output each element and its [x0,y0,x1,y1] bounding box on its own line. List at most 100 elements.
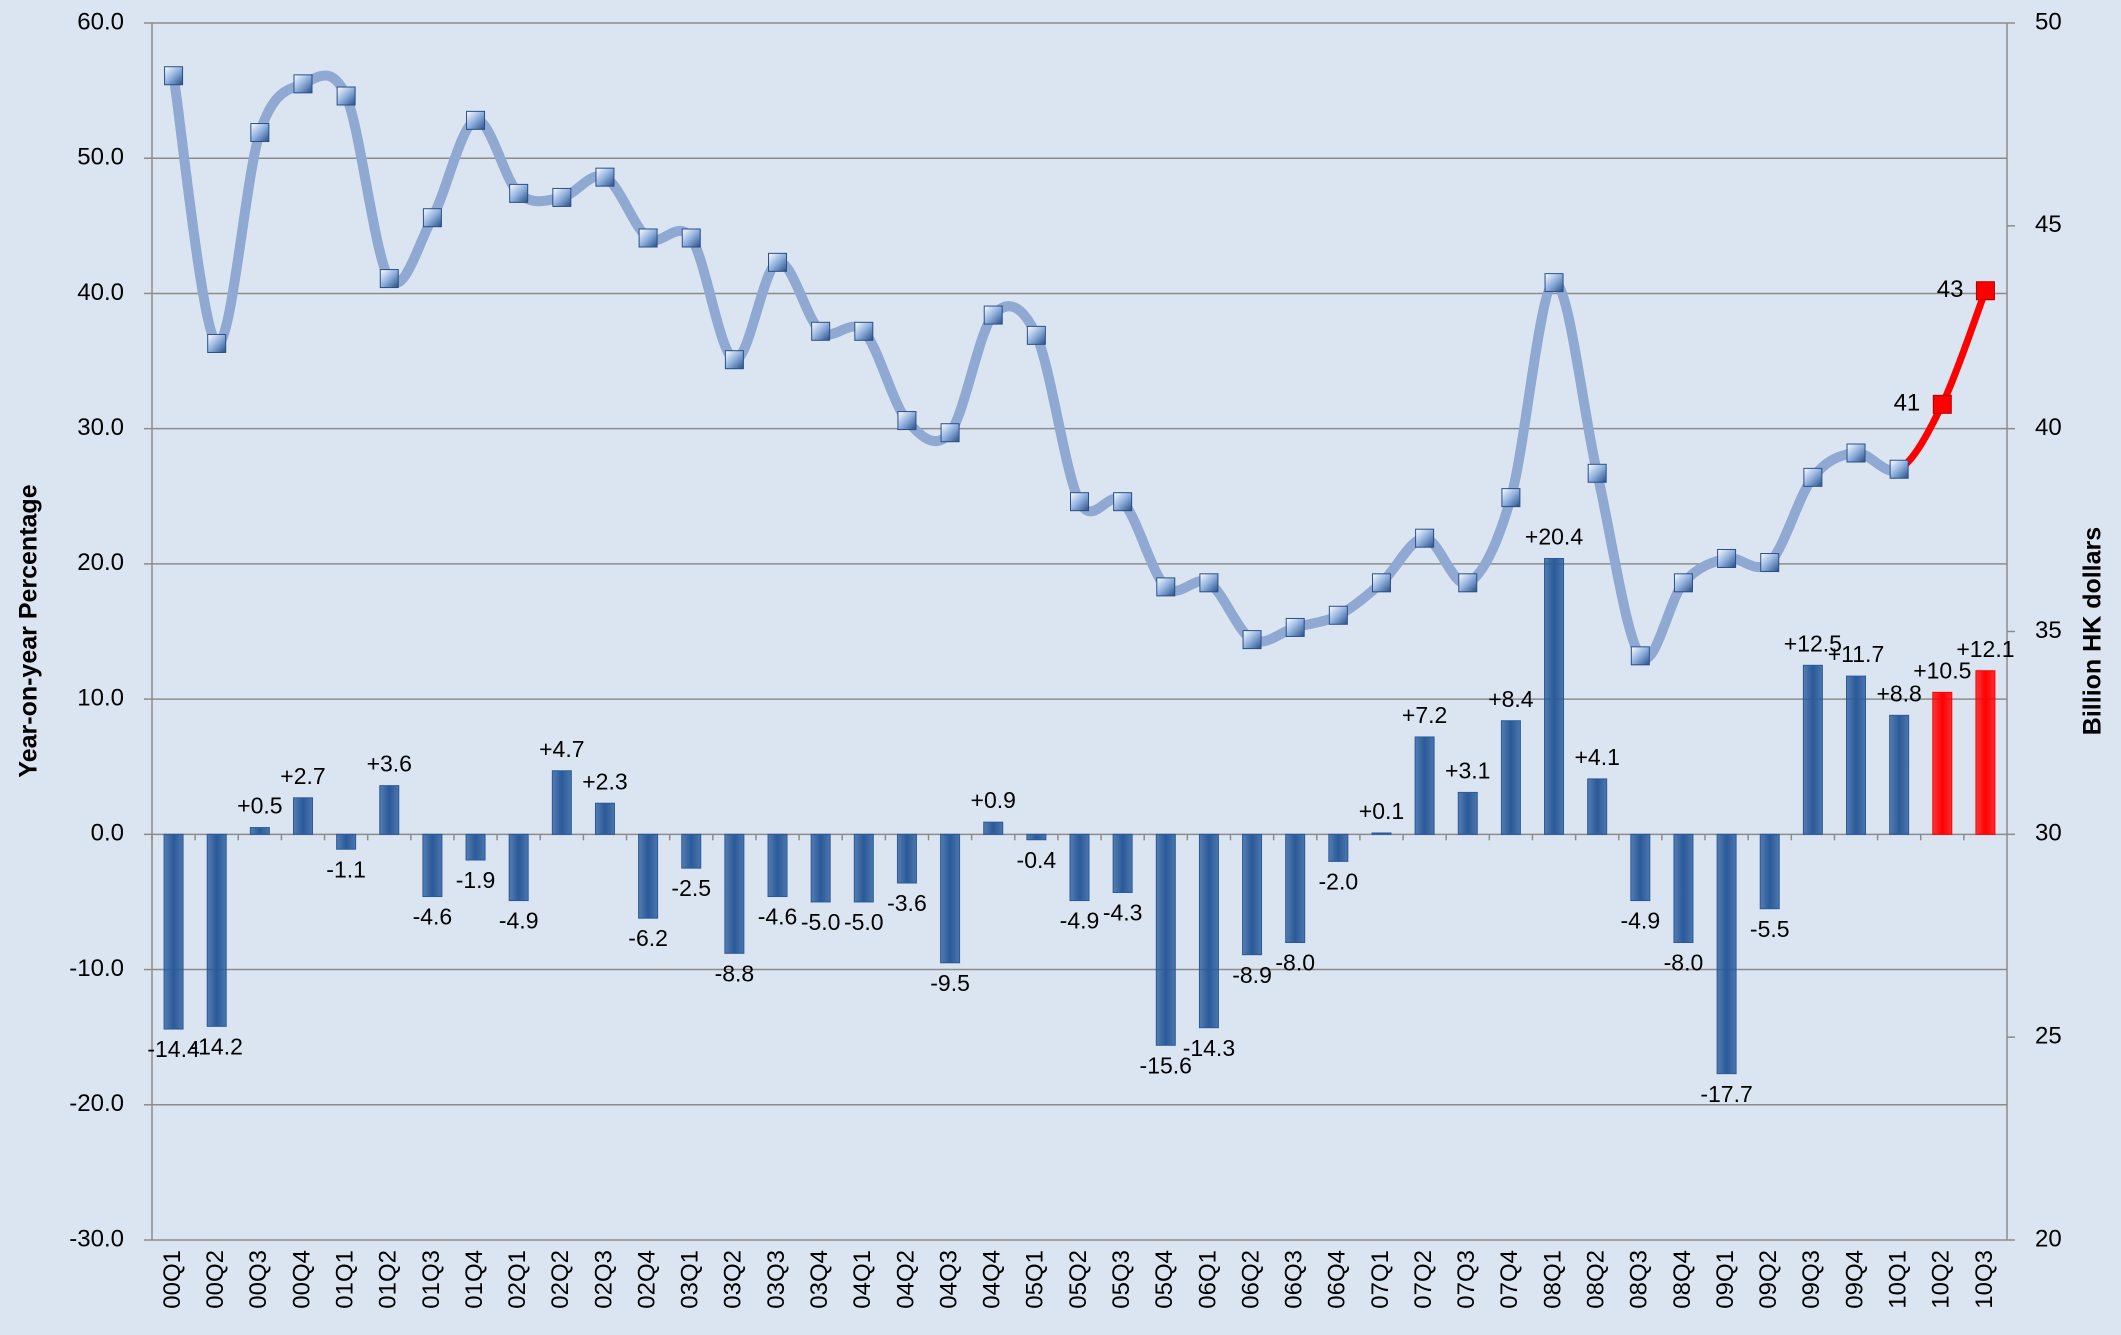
bar-value-label: -17.7 [1700,1081,1752,1107]
bar-value-label: +20.4 [1525,524,1583,550]
bar [681,833,702,869]
bar [379,785,400,835]
x-tick-label: 03Q3 [763,1250,790,1309]
y2-tick-label: 30 [2035,820,2062,847]
line-marker [422,208,442,228]
line-marker [1371,573,1391,593]
x-tick-label: 00Q1 [159,1250,186,1309]
bar-value-label: +2.3 [582,768,627,794]
bar [940,833,961,964]
bar-value-label: -4.9 [1620,908,1660,934]
line-marker [250,123,270,143]
x-tick-label: 01Q3 [418,1250,445,1309]
bar [1457,791,1478,835]
bar [1285,833,1306,944]
bar [336,833,357,850]
y-tick-label: 0.0 [91,820,124,847]
x-tick-label: 07Q2 [1410,1250,1437,1309]
bar-value-label: -1.9 [456,867,496,893]
line-marker [768,252,788,272]
x-tick-label: 01Q2 [375,1250,402,1309]
bar-value-label: -4.6 [413,904,453,930]
line-marker [724,350,744,370]
bar [551,770,572,835]
bar [896,833,917,884]
line-marker [1803,467,1823,487]
y-tick-label: 40.0 [77,279,124,306]
bar [638,833,659,919]
y2-tick-label: 45 [2035,211,2062,238]
line-marker [1458,573,1478,593]
x-tick-label: 04Q4 [979,1250,1006,1309]
x-tick-label: 09Q4 [1841,1250,1868,1309]
bar [422,833,443,898]
x-tick-label: 06Q2 [1237,1250,1264,1309]
bar [853,833,874,903]
y2-tick-label: 20 [2035,1225,2062,1252]
bar-value-label: -5.0 [801,909,841,935]
line-marker [1328,605,1348,625]
y-tick-label: -30.0 [69,1225,124,1252]
line-marker [1932,394,1952,414]
x-tick-label: 00Q3 [245,1250,272,1309]
line-marker [164,66,184,86]
line-value-label: 41 [1894,390,1921,417]
bar-value-label: -8.0 [1275,950,1315,976]
line-marker [1673,573,1693,593]
line-marker [1415,528,1435,548]
line-marker [1501,488,1521,508]
bar [724,833,745,954]
line-marker [595,167,615,187]
x-tick-label: 02Q1 [504,1250,531,1309]
bar [1026,833,1047,841]
bar-value-label: -5.5 [1750,916,1790,942]
y-tick-label: -10.0 [69,955,124,982]
bar-value-label: -4.6 [758,904,798,930]
bar [508,833,529,902]
bar-value-label: -14.2 [190,1033,242,1059]
bar [1112,833,1133,893]
y-tick-label: 50.0 [77,144,124,171]
bar-value-label: +0.5 [237,793,282,819]
line-marker [1285,617,1305,637]
line-marker [1199,573,1219,593]
bar [810,833,831,903]
bar [594,802,615,835]
bar-value-label: +4.7 [539,736,584,762]
bar [767,833,788,898]
x-tick-label: 07Q4 [1496,1250,1523,1309]
x-tick-label: 08Q1 [1539,1250,1566,1309]
bar [1630,833,1651,902]
y-axis-title: Year-on-year Percentage [15,484,43,777]
bar-value-label: -0.4 [1017,847,1057,873]
x-tick-label: 08Q4 [1669,1250,1696,1309]
bar-value-label: +12.1 [1956,636,2014,662]
y2-tick-label: 35 [2035,617,2062,644]
x-tick-label: 00Q2 [202,1250,229,1309]
bar-value-label: +3.6 [367,751,412,777]
x-tick-label: 09Q1 [1712,1250,1739,1309]
line-marker [293,74,313,94]
x-tick-label: 00Q4 [288,1250,315,1309]
bar-value-label: -4.3 [1103,900,1143,926]
bar-value-label: -14.3 [1183,1035,1235,1061]
bar [1198,833,1219,1029]
bar [1155,833,1176,1046]
line-marker [1846,443,1866,463]
x-tick-label: 10Q2 [1928,1250,1955,1309]
x-tick-label: 02Q2 [547,1250,574,1309]
x-tick-label: 05Q1 [1022,1250,1049,1309]
bar [206,833,227,1027]
bar-value-label: -8.9 [1232,962,1272,988]
line-marker [1113,492,1133,512]
bar-value-label: -14.4 [147,1036,200,1062]
line-marker [681,228,701,248]
x-tick-label: 10Q3 [1971,1250,1998,1309]
bar-value-label: -9.5 [930,970,970,996]
x-tick-label: 03Q1 [677,1250,704,1309]
line-marker [940,423,960,443]
bar-value-label: +11.7 [1828,641,1885,667]
line-marker [1070,492,1089,512]
line-marker [897,411,917,431]
bar-value-label: +0.9 [971,787,1016,813]
